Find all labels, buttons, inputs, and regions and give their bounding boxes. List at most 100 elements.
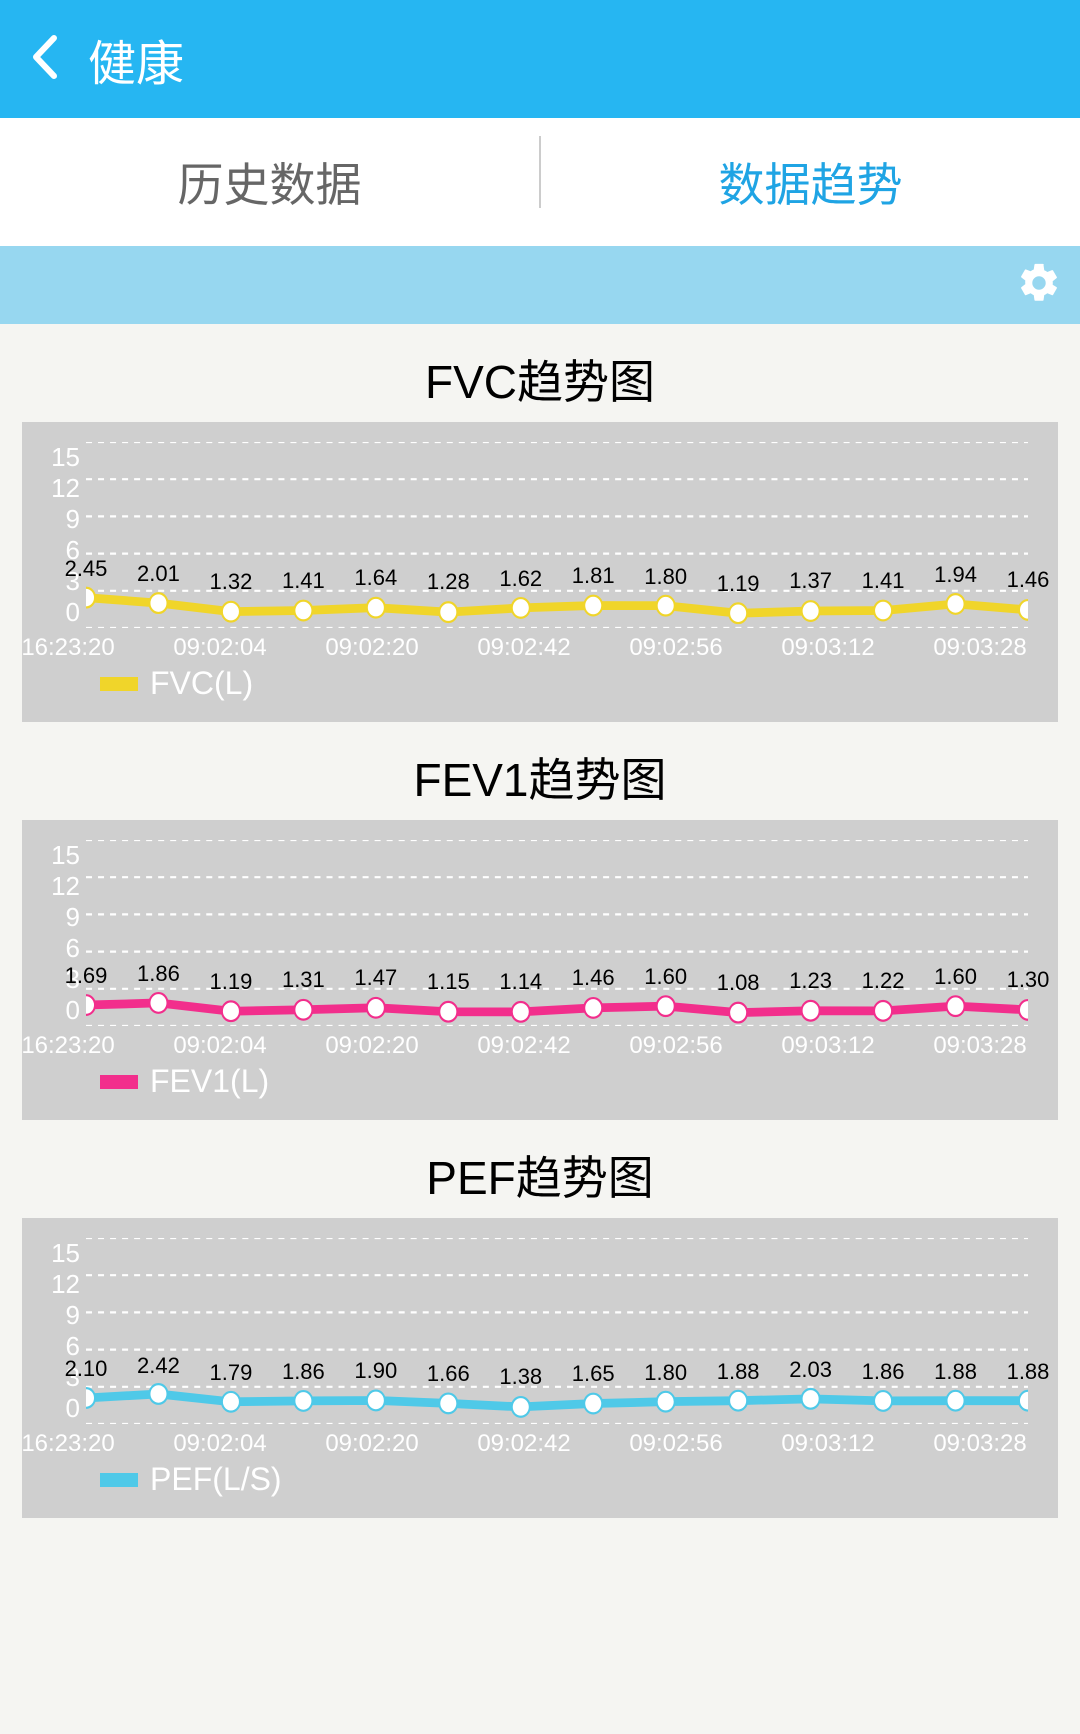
y-tick-label: 15 xyxy=(51,442,80,473)
data-point-label: 1.37 xyxy=(789,568,832,594)
data-point-label: 1.22 xyxy=(862,968,905,994)
x-tick-label: 09:02:56 xyxy=(629,634,722,662)
x-tick-label: 09:03:12 xyxy=(781,1032,874,1060)
x-tick-label: 09:02:04 xyxy=(173,1032,266,1060)
data-point-label: 1.79 xyxy=(210,1360,253,1386)
y-tick-label: 6 xyxy=(66,933,80,964)
gear-icon[interactable] xyxy=(1016,260,1062,311)
data-point-label: 1.94 xyxy=(934,562,977,588)
legend-label: PEF(L/S) xyxy=(150,1461,282,1498)
data-point-label: 1.14 xyxy=(499,969,542,995)
trend-chart: 15129630 1.691.861.191.311.471.151.141.4… xyxy=(22,820,1058,1120)
chart-title: FVC趋势图 xyxy=(22,324,1058,422)
x-tick-label: 09:03:12 xyxy=(781,1430,874,1458)
data-point-label: 1.47 xyxy=(354,965,397,991)
data-point-label: 1.31 xyxy=(282,967,325,993)
app-header: 健康 xyxy=(0,0,1080,118)
x-tick-label: 09:02:20 xyxy=(325,634,418,662)
trend-chart: 15129630 2.102.421.791.861.901.661.381.6… xyxy=(22,1218,1058,1518)
x-tick-label: 16:23:20 xyxy=(21,1032,114,1060)
x-tick-label: 09:03:28 xyxy=(933,634,1026,662)
x-tick-label: 09:02:42 xyxy=(477,1032,570,1060)
charts-container: FVC趋势图 15129630 2.45 2.01 1.32 1.41 1.64 1.28… xyxy=(0,324,1080,1518)
x-tick-label: 16:23:20 xyxy=(21,1430,114,1458)
data-point-label: 1.23 xyxy=(789,968,832,994)
x-tick-label: 09:02:42 xyxy=(477,634,570,662)
y-tick-label: 9 xyxy=(66,1300,80,1331)
legend-swatch xyxy=(100,1075,138,1089)
y-axis: 15129630 xyxy=(40,1238,86,1424)
data-point-label: 1.19 xyxy=(717,571,760,597)
sub-toolbar xyxy=(0,246,1080,324)
y-tick-label: 15 xyxy=(51,1238,80,1269)
x-axis: 16:23:2009:02:0409:02:2009:02:4209:02:56… xyxy=(40,628,1028,641)
x-axis: 16:23:2009:02:0409:02:2009:02:4209:02:56… xyxy=(40,1026,1028,1039)
x-tick-label: 09:02:20 xyxy=(325,1430,418,1458)
x-tick-label: 09:02:42 xyxy=(477,1430,570,1458)
trend-chart: 15129630 2.45 2.01 1.32 1.41 1.64 1.28 1.62 1.8… xyxy=(22,422,1058,722)
y-tick-label: 0 xyxy=(66,995,80,1026)
y-tick-label: 15 xyxy=(51,840,80,871)
legend-label: FEV1(L) xyxy=(150,1063,269,1100)
y-tick-label: 0 xyxy=(66,1393,80,1424)
y-axis: 15129630 xyxy=(40,840,86,1026)
data-point-label: 1.62 xyxy=(499,566,542,592)
x-axis: 16:23:2009:02:0409:02:2009:02:4209:02:56… xyxy=(40,1424,1028,1437)
data-point-label: 1.46 xyxy=(572,965,615,991)
back-icon[interactable] xyxy=(30,34,58,85)
data-point-label: 1.15 xyxy=(427,969,470,995)
data-point-label: 1.64 xyxy=(354,565,397,591)
chart-title: PEF趋势图 xyxy=(22,1120,1058,1218)
data-point-label: 1.88 xyxy=(717,1359,760,1385)
legend-swatch xyxy=(100,677,138,691)
data-point-label: 1.60 xyxy=(644,964,687,990)
tab-history[interactable]: 历史数据 xyxy=(0,118,539,246)
y-tick-label: 9 xyxy=(66,504,80,535)
data-point-label: 1.90 xyxy=(354,1358,397,1384)
x-tick-label: 09:03:12 xyxy=(781,634,874,662)
tab-bar: 历史数据 数据趋势 xyxy=(0,118,1080,246)
plot-area: 1.691.861.191.311.471.151.141.461.601.08… xyxy=(86,840,1028,1026)
data-point-label: 1.32 xyxy=(210,569,253,595)
data-point-label: 2.42 xyxy=(137,1353,180,1379)
data-point-label: 1.28 xyxy=(427,569,470,595)
x-tick-label: 09:02:04 xyxy=(173,1430,266,1458)
data-point-label: 1.69 xyxy=(65,963,108,989)
x-tick-label: 09:03:28 xyxy=(933,1430,1026,1458)
data-point-label: 2.03 xyxy=(789,1357,832,1383)
x-tick-label: 09:02:56 xyxy=(629,1032,722,1060)
legend-swatch xyxy=(100,1473,138,1487)
plot-area: 2.452.011.321.411.641.281.621.811.801.19… xyxy=(86,442,1028,628)
data-point-label: 1.08 xyxy=(717,970,760,996)
data-point-label: 1.80 xyxy=(644,564,687,590)
x-tick-label: 09:03:28 xyxy=(933,1032,1026,1060)
x-tick-label: 09:02:56 xyxy=(629,1430,722,1458)
data-point-label: 1.38 xyxy=(499,1364,542,1390)
y-tick-label: 12 xyxy=(51,1269,80,1300)
legend-label: FVC(L) xyxy=(150,665,253,702)
y-tick-label: 0 xyxy=(66,597,80,628)
chart-title: FEV1趋势图 xyxy=(22,722,1058,820)
y-tick-label: 12 xyxy=(51,473,80,504)
data-point-label: 2.01 xyxy=(137,561,180,587)
data-point-label: 1.65 xyxy=(572,1361,615,1387)
y-axis: 15129630 xyxy=(40,442,86,628)
data-point-label: 1.41 xyxy=(862,568,905,594)
x-tick-label: 16:23:20 xyxy=(21,634,114,662)
x-tick-label: 09:02:04 xyxy=(173,634,266,662)
data-point-label: 1.86 xyxy=(862,1359,905,1385)
data-point-label: 1.86 xyxy=(282,1359,325,1385)
y-tick-label: 9 xyxy=(66,902,80,933)
data-point-label: 2.45 xyxy=(65,556,108,582)
data-point-label: 1.81 xyxy=(572,563,615,589)
data-point-label: 1.19 xyxy=(210,969,253,995)
plot-area: 2.102.421.791.861.901.661.381.651.801.88… xyxy=(86,1238,1028,1424)
tab-trend[interactable]: 数据趋势 xyxy=(541,118,1080,246)
data-point-label: 1.41 xyxy=(282,568,325,594)
data-point-label: 1.60 xyxy=(934,964,977,990)
page-title: 健康 xyxy=(88,24,184,94)
data-point-label: 1.30 xyxy=(1007,967,1050,993)
data-point-label: 1.88 xyxy=(1007,1359,1050,1385)
y-tick-label: 12 xyxy=(51,871,80,902)
data-point-label: 1.66 xyxy=(427,1361,470,1387)
